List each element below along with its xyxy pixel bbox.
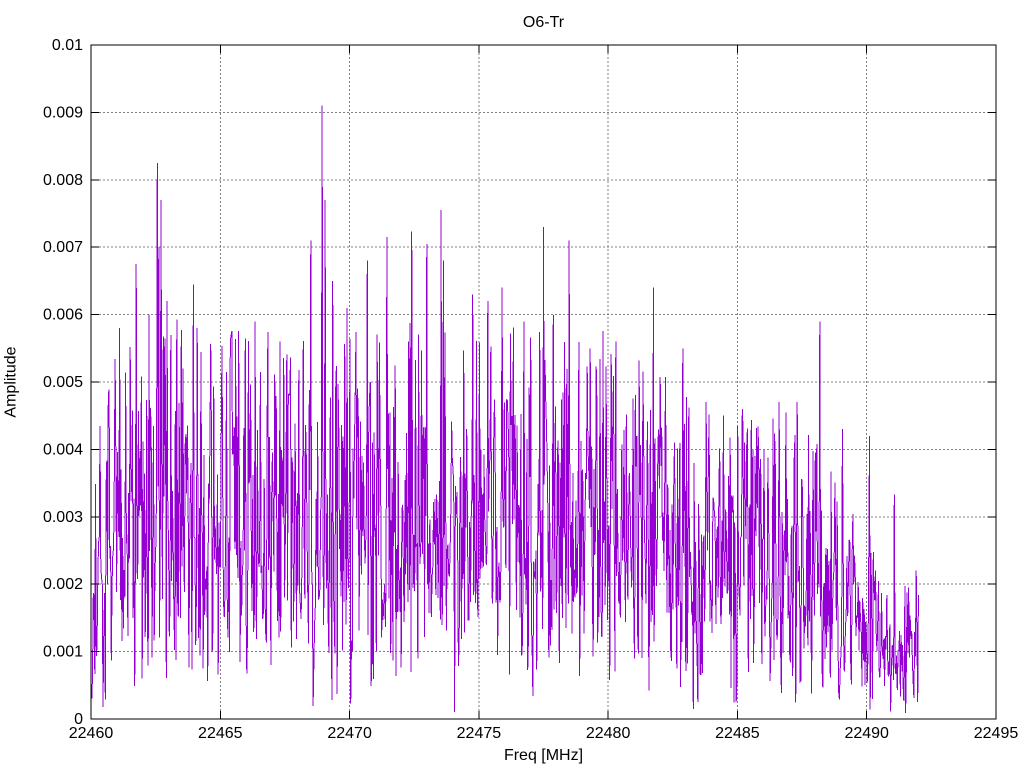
svg-text:Freq [MHz]: Freq [MHz] (504, 747, 583, 764)
svg-text:22495: 22495 (974, 725, 1019, 742)
svg-text:0.003: 0.003 (43, 509, 83, 526)
svg-text:22470: 22470 (327, 725, 372, 742)
svg-text:22465: 22465 (198, 725, 243, 742)
svg-text:22460: 22460 (69, 725, 114, 742)
svg-text:0.007: 0.007 (43, 239, 83, 256)
svg-text:0.006: 0.006 (43, 307, 83, 324)
svg-text:0.005: 0.005 (43, 374, 83, 391)
svg-text:0.002: 0.002 (43, 576, 83, 593)
svg-text:0.004: 0.004 (43, 441, 83, 458)
svg-text:0.008: 0.008 (43, 172, 83, 189)
svg-text:0: 0 (74, 711, 83, 728)
svg-text:22490: 22490 (844, 725, 889, 742)
svg-text:22475: 22475 (457, 725, 502, 742)
svg-text:0.001: 0.001 (43, 644, 83, 661)
svg-text:Amplitude: Amplitude (3, 346, 20, 417)
svg-text:22485: 22485 (715, 725, 760, 742)
svg-text:O6-Tr: O6-Tr (523, 14, 565, 31)
svg-text:0.009: 0.009 (43, 104, 83, 121)
svg-text:0.01: 0.01 (52, 37, 83, 54)
svg-text:22480: 22480 (586, 725, 631, 742)
